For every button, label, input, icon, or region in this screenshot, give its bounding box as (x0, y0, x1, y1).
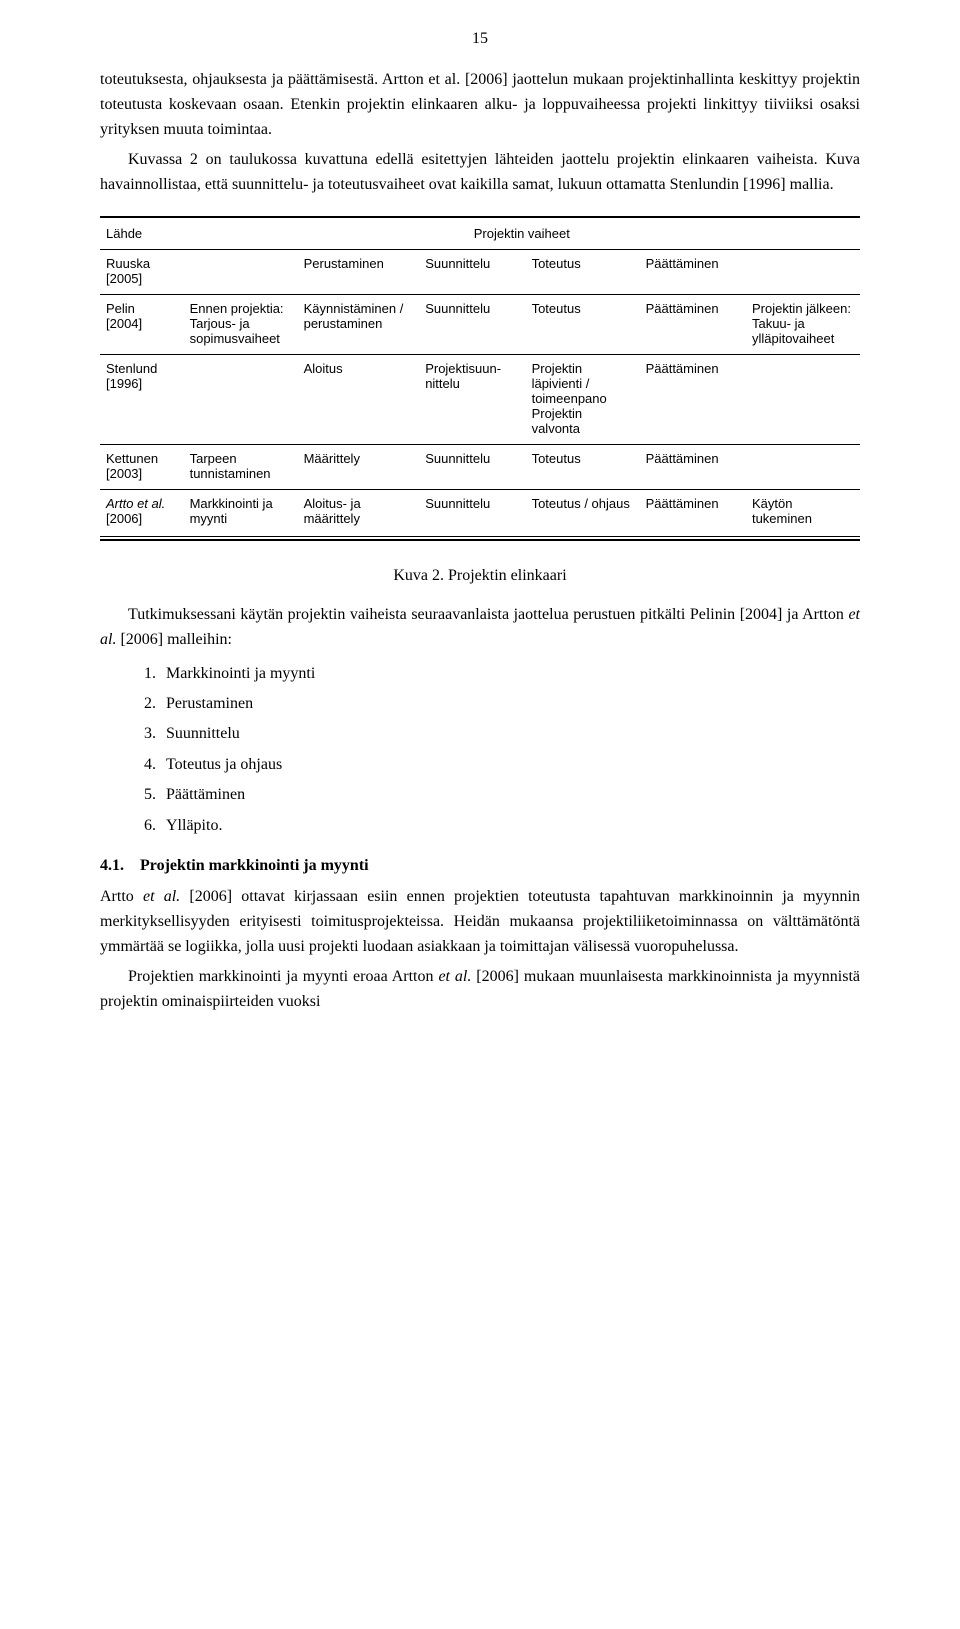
section-title: Projektin markkinointi ja myynti (140, 857, 369, 874)
cell (184, 249, 298, 294)
table-row: Kettunen[2003] Tarpeen tunnistaminen Mää… (100, 444, 860, 489)
th-phases: Projektin vaiheet (184, 220, 860, 250)
src-name: Stenlund (106, 361, 157, 376)
cell: Päättäminen (640, 294, 746, 354)
list-item: Ylläpito. (160, 811, 860, 841)
src-year: [2006] (106, 511, 142, 526)
paragraph-1: toteutuksesta, ohjauksesta ja päättämise… (100, 68, 860, 142)
cell: Toteutus / ohjaus (526, 489, 640, 534)
cell: Päättäminen (640, 354, 746, 444)
list-item: Suunnittelu (160, 719, 860, 749)
src-year: [2005] (106, 271, 142, 286)
list-item: Perustaminen (160, 689, 860, 719)
cell: Käynnistäminen / perustaminen (298, 294, 420, 354)
paragraph-5: Projektien markkinointi ja myynti eroaa … (100, 965, 860, 1015)
src-year: [1996] (106, 376, 142, 391)
cell: Suunnittelu (419, 294, 525, 354)
th-source: Lähde (100, 220, 184, 250)
cell: Käytön tukeminen (746, 489, 860, 534)
paragraph-4: Artto et al. [2006] ottavat kirjassaan e… (100, 885, 860, 959)
cell: Projektin läpivienti / toimeenpano Proje… (526, 354, 640, 444)
cell: Ennen projektia: Tarjous- ja sopimusvaih… (184, 294, 298, 354)
list-item: Markkinointi ja myynti (160, 659, 860, 689)
cell: Aloitus (298, 354, 420, 444)
table-row: Stenlund[1996] Aloitus Projektisuun- nit… (100, 354, 860, 444)
cell: Suunnittelu (419, 444, 525, 489)
table-row: Artto et al.[2006] Markkinointi ja myynt… (100, 489, 860, 534)
cell: Suunnittelu (419, 249, 525, 294)
cell: Toteutus (526, 444, 640, 489)
cell (746, 444, 860, 489)
section-number: 4.1. (100, 857, 124, 874)
cell: Toteutus (526, 249, 640, 294)
table-row: Pelin[2004] Ennen projektia: Tarjous- ja… (100, 294, 860, 354)
cell: Aloitus- ja määrittely (298, 489, 420, 534)
paragraph-2: Kuvassa 2 on taulukossa kuvattuna edellä… (100, 148, 860, 198)
cell (746, 249, 860, 294)
cell: Projektisuun- nittelu (419, 354, 525, 444)
src-name: Kettunen (106, 451, 158, 466)
table-bottom-rule-2 (100, 539, 860, 541)
src-name: Pelin (106, 301, 135, 316)
phases-table: Lähde Projektin vaiheet Ruuska[2005] Per… (100, 220, 860, 534)
cell: Perustaminen (298, 249, 420, 294)
src-name: Ruuska (106, 256, 150, 271)
list-item: Toteutus ja ohjaus (160, 750, 860, 780)
cell: Tarpeen tunnistaminen (184, 444, 298, 489)
cell: Päättäminen (640, 249, 746, 294)
page-number: 15 (100, 30, 860, 48)
cell: Päättäminen (640, 489, 746, 534)
cell (184, 354, 298, 444)
section-heading: 4.1. Projektin markkinointi ja myynti (100, 857, 860, 875)
cell (746, 354, 860, 444)
cell: Määrittely (298, 444, 420, 489)
table-row: Ruuska[2005] Perustaminen Suunnittelu To… (100, 249, 860, 294)
table-top-rule (100, 216, 860, 218)
cell: Toteutus (526, 294, 640, 354)
list-item: Päättäminen (160, 780, 860, 810)
src-year: [2004] (106, 316, 142, 331)
figure-caption: Kuva 2. Projektin elinkaari (100, 567, 860, 585)
cell: Markkinointi ja myynti (184, 489, 298, 534)
src-name: Artto et al. (106, 496, 165, 511)
cell: Projektin jälkeen: Takuu- ja ylläpitovai… (746, 294, 860, 354)
src-year: [2003] (106, 466, 142, 481)
table-bottom-rule-1 (100, 536, 860, 537)
cell: Suunnittelu (419, 489, 525, 534)
paragraph-3: Tutkimuksessani käytän projektin vaiheis… (100, 603, 860, 653)
cell: Päättäminen (640, 444, 746, 489)
model-list: Markkinointi ja myynti Perustaminen Suun… (140, 659, 860, 841)
